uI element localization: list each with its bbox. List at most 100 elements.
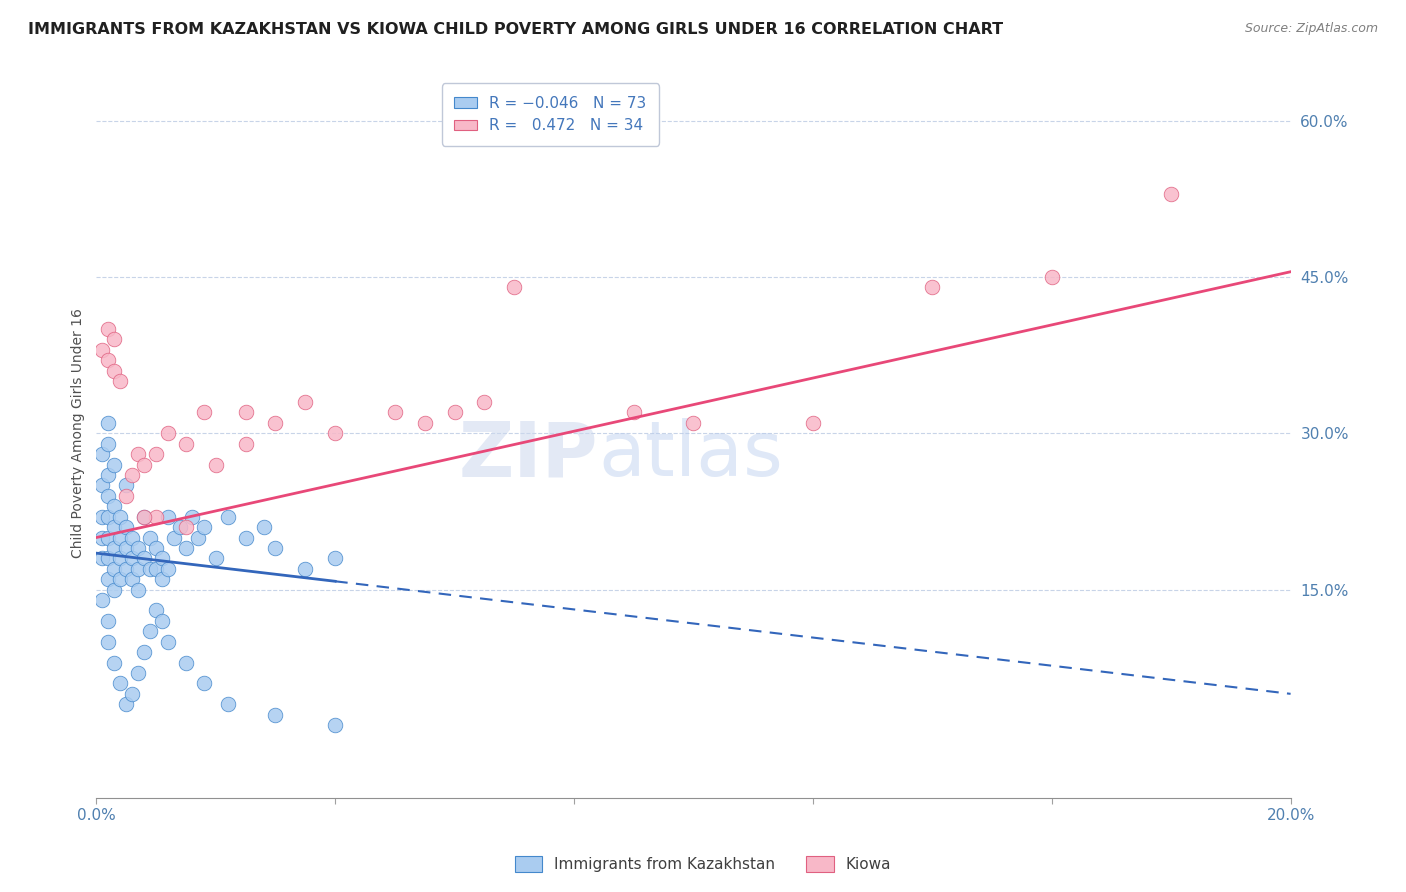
Point: [97, 634, 120, 648]
Point: [204, 551, 226, 566]
Point: [163, 531, 186, 545]
Point: [156, 426, 179, 441]
Point: [127, 541, 149, 555]
Point: [91, 531, 114, 545]
Point: [97, 353, 120, 368]
Point: [127, 447, 149, 461]
Point: [110, 531, 132, 545]
Point: [193, 676, 215, 690]
Point: [91, 509, 114, 524]
Point: [121, 687, 143, 701]
Point: [91, 343, 114, 357]
Point: [682, 416, 704, 430]
Point: [103, 333, 125, 347]
Point: [115, 698, 138, 712]
Point: [235, 405, 257, 419]
Point: [174, 541, 197, 555]
Point: [264, 707, 287, 722]
Point: [115, 541, 138, 555]
Point: [97, 509, 120, 524]
Point: [169, 520, 191, 534]
Point: [204, 458, 226, 472]
Point: [121, 467, 143, 482]
Point: [443, 405, 465, 419]
Point: [294, 395, 316, 409]
Point: [145, 562, 167, 576]
Point: [134, 645, 156, 659]
Legend: Immigrants from Kazakhstan, Kiowa: Immigrants from Kazakhstan, Kiowa: [508, 848, 898, 880]
Point: [110, 374, 132, 388]
Point: [264, 541, 287, 555]
Point: [503, 280, 526, 294]
Point: [91, 593, 114, 607]
Point: [97, 436, 120, 450]
Point: [174, 656, 197, 670]
Point: [174, 520, 197, 534]
Point: [110, 551, 132, 566]
Point: [413, 416, 436, 430]
Point: [103, 458, 125, 472]
Point: [323, 551, 346, 566]
Point: [103, 541, 125, 555]
Legend: R = −0.046   N = 73, R =   0.472   N = 34: R = −0.046 N = 73, R = 0.472 N = 34: [441, 84, 658, 145]
Point: [127, 562, 149, 576]
Point: [121, 572, 143, 586]
Point: [127, 582, 149, 597]
Point: [187, 531, 209, 545]
Point: [323, 426, 346, 441]
Point: [1040, 269, 1063, 284]
Point: [252, 520, 274, 534]
Point: [235, 531, 257, 545]
Point: [97, 614, 120, 628]
Point: [180, 509, 202, 524]
Point: [474, 395, 496, 409]
Point: [150, 572, 173, 586]
Point: [145, 541, 167, 555]
Text: Source: ZipAtlas.com: Source: ZipAtlas.com: [1244, 22, 1378, 36]
Point: [217, 509, 239, 524]
Point: [145, 509, 167, 524]
Point: [323, 718, 346, 732]
Point: [139, 531, 162, 545]
Point: [97, 572, 120, 586]
Point: [110, 509, 132, 524]
Point: [801, 416, 824, 430]
Point: [110, 676, 132, 690]
Point: [115, 562, 138, 576]
Point: [127, 665, 149, 680]
Point: [103, 656, 125, 670]
Point: [97, 322, 120, 336]
Point: [150, 551, 173, 566]
Point: [156, 509, 179, 524]
Point: [134, 509, 156, 524]
Point: [91, 478, 114, 492]
Point: [97, 416, 120, 430]
Text: atlas: atlas: [598, 418, 783, 492]
Point: [103, 562, 125, 576]
Point: [139, 562, 162, 576]
Point: [217, 698, 239, 712]
Point: [97, 551, 120, 566]
Point: [1160, 186, 1182, 201]
Point: [97, 489, 120, 503]
Point: [103, 520, 125, 534]
Point: [97, 531, 120, 545]
Point: [150, 614, 173, 628]
Point: [139, 624, 162, 639]
Y-axis label: Child Poverty Among Girls Under 16: Child Poverty Among Girls Under 16: [72, 309, 86, 558]
Point: [91, 447, 114, 461]
Point: [121, 531, 143, 545]
Point: [264, 416, 287, 430]
Point: [110, 572, 132, 586]
Point: [156, 562, 179, 576]
Point: [921, 280, 943, 294]
Point: [97, 467, 120, 482]
Point: [235, 436, 257, 450]
Text: IMMIGRANTS FROM KAZAKHSTAN VS KIOWA CHILD POVERTY AMONG GIRLS UNDER 16 CORRELATI: IMMIGRANTS FROM KAZAKHSTAN VS KIOWA CHIL…: [28, 22, 1004, 37]
Point: [294, 562, 316, 576]
Point: [156, 634, 179, 648]
Point: [115, 520, 138, 534]
Point: [134, 458, 156, 472]
Point: [115, 478, 138, 492]
Point: [174, 436, 197, 450]
